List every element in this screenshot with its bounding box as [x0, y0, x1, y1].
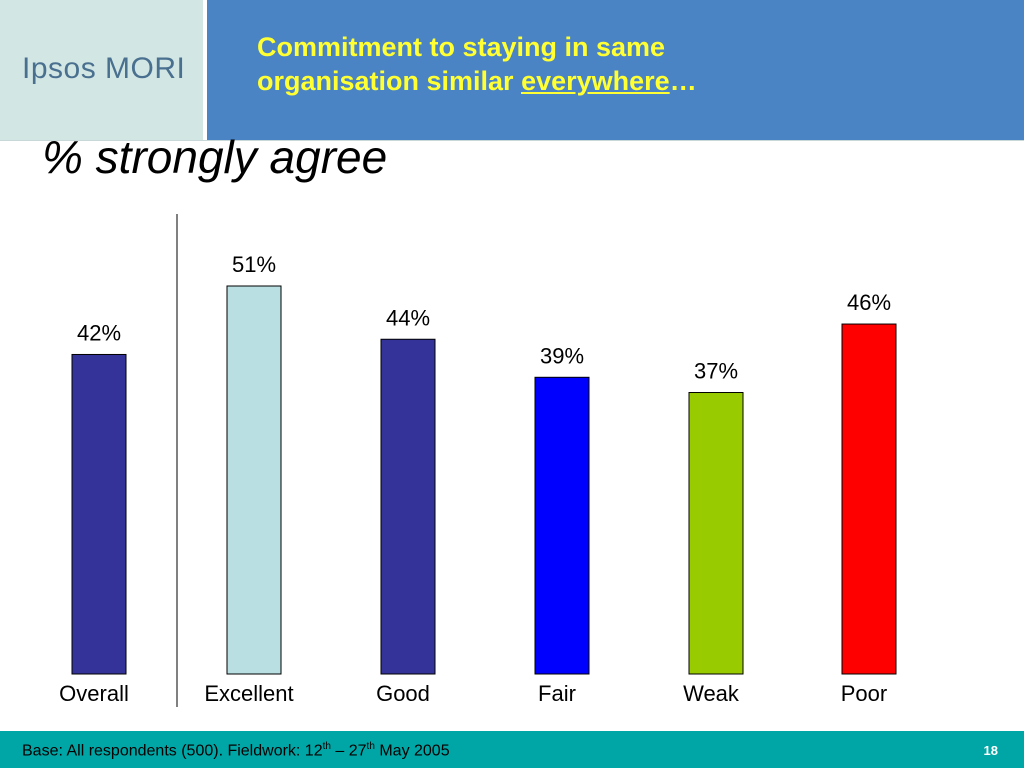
bar-weak — [688, 392, 744, 675]
logo-panel: Ipsos MORI — [0, 0, 203, 140]
category-label-good: Good — [376, 681, 430, 706]
header-rule — [0, 140, 1024, 141]
base-note-sup1: th — [322, 741, 331, 752]
value-label-overall: 42% — [77, 320, 121, 345]
base-note: Base: All respondents (500). Fieldwork: … — [22, 741, 450, 760]
base-note-prefix: Base: All respondents (500). Fieldwork: … — [22, 742, 323, 760]
title-line-2: organisation similar — [257, 66, 522, 96]
bar-poor — [841, 323, 897, 675]
logo-divider — [203, 0, 207, 140]
category-label-poor: Poor — [841, 681, 887, 706]
category-label-excellent: Excellent — [204, 681, 293, 706]
header-banner: Commitment to staying in same organisati… — [207, 0, 1024, 140]
bar-excellent — [226, 285, 282, 675]
chart-title: % strongly agree — [42, 131, 388, 183]
page-number: 18 — [983, 743, 998, 758]
value-label-excellent: 51% — [232, 252, 276, 277]
title-line-1: Commitment to staying in same — [257, 32, 666, 62]
title-suffix: … — [669, 66, 697, 96]
value-label-good: 44% — [386, 305, 430, 330]
category-label-weak: Weak — [683, 681, 740, 706]
ipsos-mori-logo: Ipsos MORI — [22, 52, 186, 85]
bar-overall — [71, 353, 127, 675]
value-label-fair: 39% — [540, 343, 584, 368]
slide-title: Commitment to staying in same organisati… — [257, 30, 697, 98]
base-note-sup2: th — [366, 741, 375, 752]
bar-fair — [534, 376, 590, 675]
category-label-overall: Overall — [59, 681, 129, 706]
value-label-weak: 37% — [694, 359, 738, 384]
base-note-mid: – 27 — [330, 742, 367, 760]
bar-good — [380, 338, 436, 675]
category-label-fair: Fair — [538, 681, 576, 706]
title-emphasis: everywhere — [521, 66, 670, 96]
footer-bar: Base: All respondents (500). Fieldwork: … — [0, 731, 1024, 768]
value-label-poor: 46% — [847, 290, 891, 315]
base-note-suffix: May 2005 — [374, 742, 450, 760]
bar-chart: 42% Overall 51% Excellent 44% Good 39% Fair 37% W… — [59, 214, 897, 707]
